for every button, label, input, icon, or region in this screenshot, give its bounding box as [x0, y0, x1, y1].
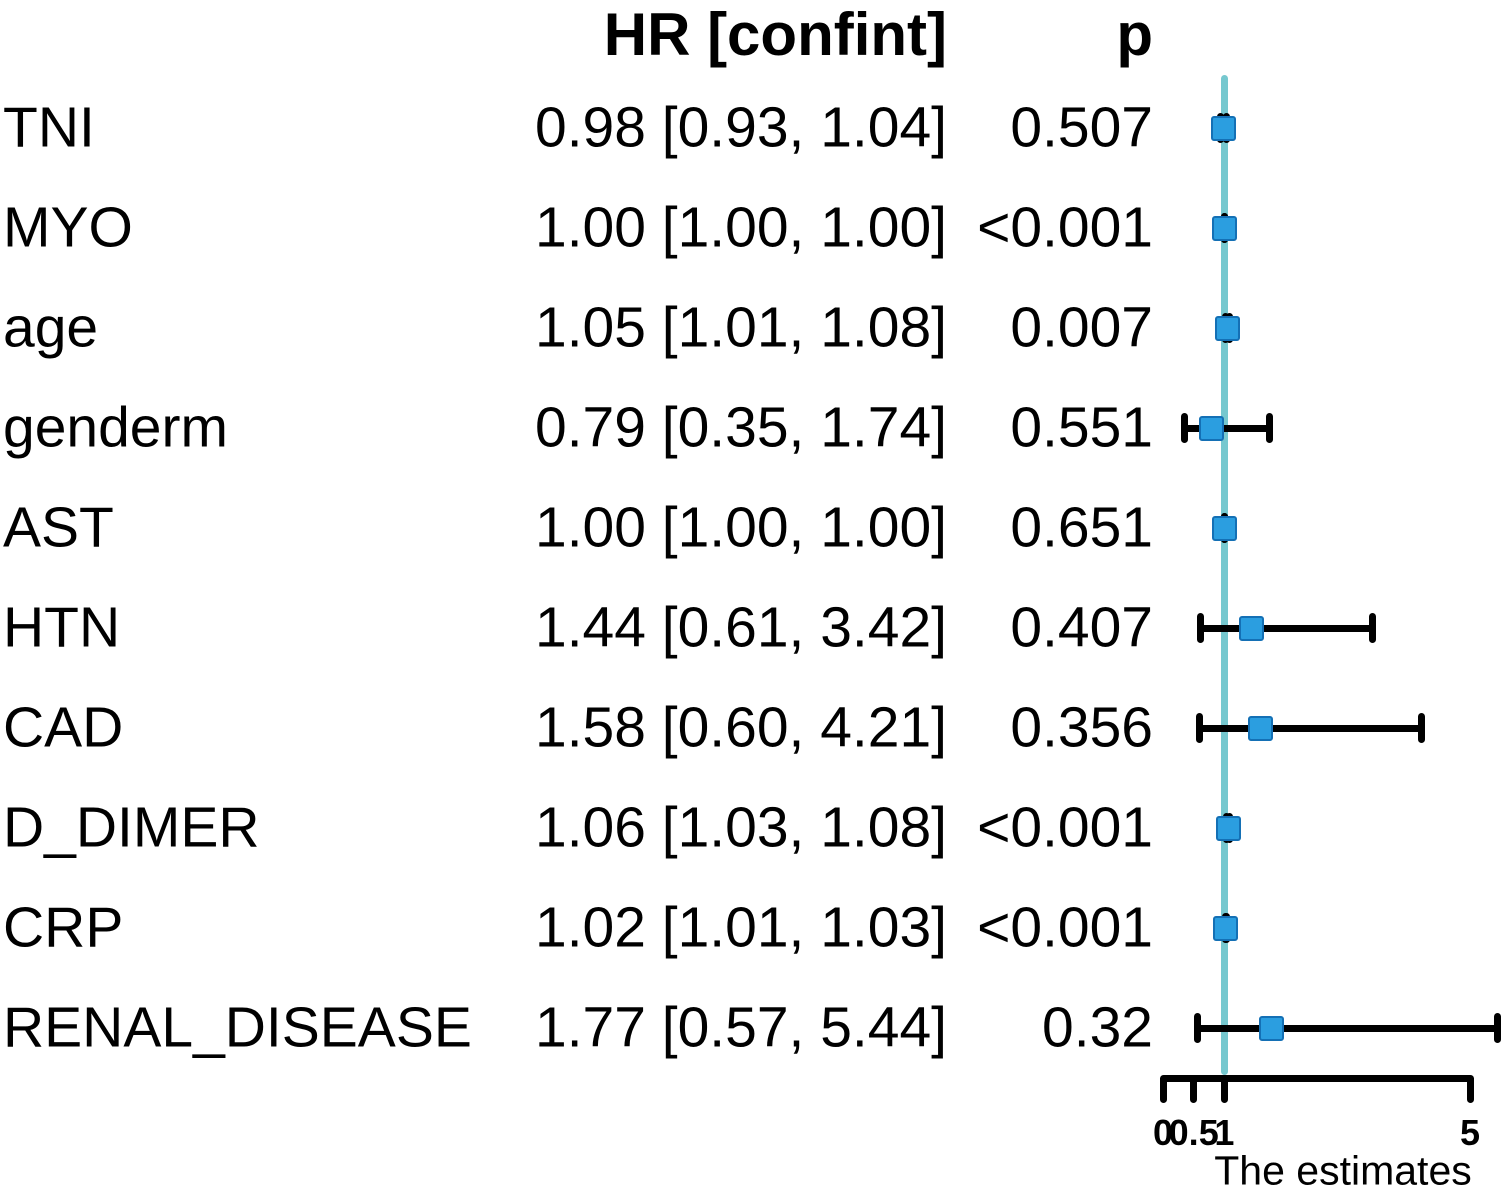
- hr-marker: [1199, 415, 1224, 441]
- ci-cap-left: [1196, 613, 1204, 643]
- hr-marker: [1247, 715, 1273, 741]
- row-label: MYO: [3, 195, 133, 260]
- hr-value: 1.02 [1.01, 1.03]: [535, 895, 947, 960]
- ci-error-bar: [1199, 724, 1422, 732]
- ci-error-bar: [1197, 1024, 1497, 1032]
- ci-error-bar: [1200, 624, 1373, 632]
- row-label: genderm: [3, 395, 228, 460]
- hr-value: 1.58 [0.60, 4.21]: [535, 695, 947, 760]
- p-value: 0.551: [1010, 395, 1153, 460]
- hr-value: 1.05 [1.01, 1.08]: [535, 295, 947, 360]
- ci-error-bar: [1184, 424, 1270, 432]
- ci-cap-right: [1369, 613, 1377, 643]
- row-label: RENAL_DISEASE: [3, 995, 472, 1060]
- p-value: 0.32: [1042, 995, 1153, 1060]
- ci-cap-left: [1180, 413, 1188, 443]
- p-value: 0.507: [1010, 95, 1153, 160]
- reference-line: [1220, 75, 1228, 1075]
- hr-marker: [1215, 815, 1241, 841]
- row-label: HTN: [3, 595, 121, 660]
- hr-marker: [1214, 315, 1240, 341]
- hr-value: 0.79 [0.35, 1.74]: [535, 395, 947, 460]
- row-label: age: [3, 295, 99, 360]
- x-axis-tick: [1159, 1078, 1167, 1103]
- p-value: 0.007: [1010, 295, 1153, 360]
- row-label: TNI: [3, 95, 95, 160]
- x-axis-tick-label: 0: [1152, 1112, 1174, 1153]
- x-axis-tick-label: 0.5: [1168, 1112, 1219, 1153]
- hr-marker: [1213, 915, 1239, 941]
- p-value: 0.356: [1010, 695, 1153, 760]
- x-axis-tick-label: 1: [1214, 1112, 1235, 1153]
- column-header-p: p: [1116, 1, 1153, 68]
- hr-marker: [1210, 115, 1236, 141]
- ci-cap-left: [1194, 1013, 1202, 1043]
- row-label: AST: [3, 495, 114, 560]
- row-label: CRP: [3, 895, 124, 960]
- hr-marker: [1211, 215, 1237, 241]
- row-label: D_DIMER: [3, 795, 260, 860]
- hr-value: 0.98 [0.93, 1.04]: [535, 95, 947, 160]
- p-value: <0.001: [977, 195, 1153, 260]
- p-value: <0.001: [977, 895, 1153, 960]
- x-axis-tick: [1466, 1078, 1474, 1103]
- hr-value: 1.00 [1.00, 1.00]: [535, 195, 947, 260]
- hr-value: 1.44 [0.61, 3.42]: [535, 595, 947, 660]
- hr-marker: [1259, 1015, 1285, 1041]
- hr-value: 1.06 [1.03, 1.08]: [535, 795, 947, 860]
- ci-cap-right: [1266, 413, 1274, 443]
- hr-marker: [1211, 515, 1237, 541]
- x-axis-line: [1159, 1074, 1474, 1082]
- x-axis-tick-label: 5: [1459, 1112, 1481, 1153]
- hr-value: 1.77 [0.57, 5.44]: [535, 995, 947, 1060]
- p-value: <0.001: [977, 795, 1153, 860]
- x-axis-title: The estimates: [1214, 1147, 1472, 1192]
- row-label: CAD: [3, 695, 124, 760]
- ci-cap-right: [1493, 1013, 1501, 1043]
- x-axis-tick: [1190, 1078, 1198, 1103]
- p-value: 0.651: [1010, 495, 1153, 560]
- ci-cap-right: [1417, 713, 1425, 743]
- ci-cap-left: [1196, 713, 1204, 743]
- x-axis-tick: [1220, 1078, 1228, 1103]
- hr-value: 1.00 [1.00, 1.00]: [535, 495, 947, 560]
- p-value: 0.407: [1010, 595, 1153, 660]
- column-header-hr: HR [confint]: [603, 1, 947, 68]
- hr-marker: [1238, 615, 1264, 641]
